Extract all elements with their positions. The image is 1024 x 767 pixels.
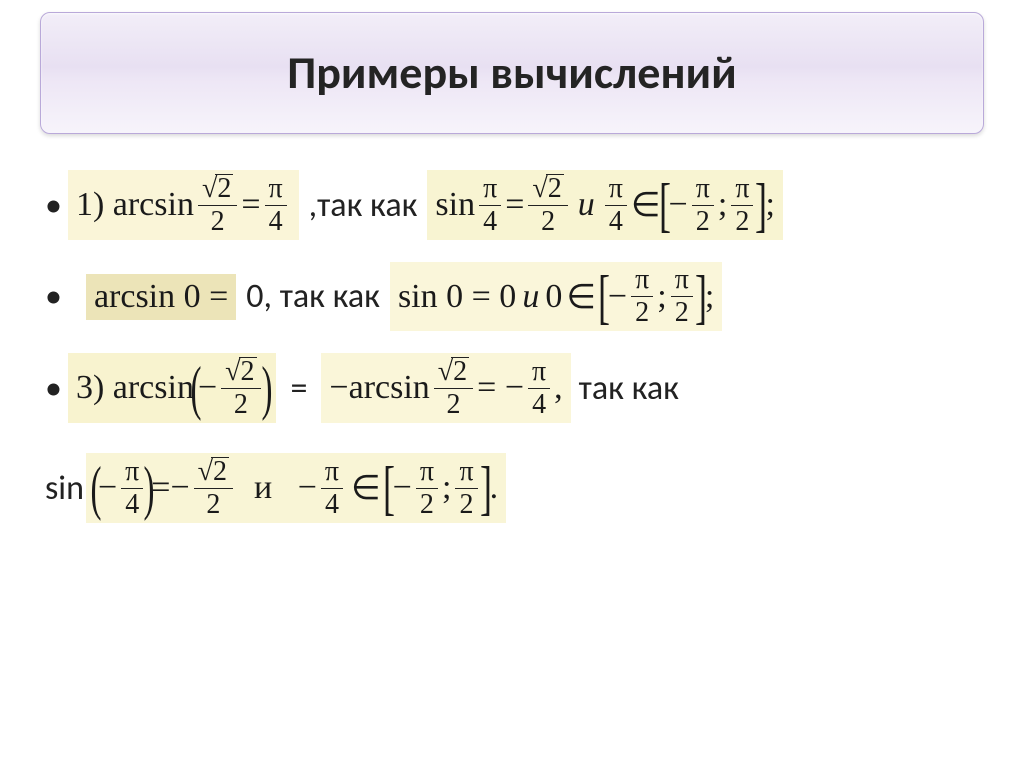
example-3-cont: sin ( − π 4 ) = − 2 2 и − π 4 ∈ — [45, 453, 979, 523]
elem-frac: π 4 — [605, 175, 627, 236]
ex2-res: 0, так как — [246, 276, 380, 317]
lbracket: [ — [659, 187, 671, 223]
sqrt2b: 2 — [546, 174, 564, 203]
lbracket4: [ — [383, 470, 395, 506]
lparen4: ( — [90, 470, 101, 506]
ex1-fn: arcsin — [113, 186, 194, 224]
bullet-icon: • — [45, 368, 62, 409]
r2r-bot: 2 — [671, 297, 693, 327]
range4-r: π 2 — [455, 458, 477, 519]
sqrt3b: 2 — [451, 357, 469, 386]
ex1-number: 1) — [76, 186, 104, 224]
four5: 4 — [121, 489, 143, 519]
and-1: и — [578, 186, 595, 224]
in-sym-1: ∈ — [631, 185, 661, 225]
ex1-rhs: sin π 4 = 2 2 и π 4 ∈ [ − π — [427, 170, 783, 240]
ex1-lhs: 1) arcsin 2 2 = π 4 — [68, 170, 299, 240]
and-2: и — [522, 278, 539, 316]
lbracket2: [ — [598, 279, 610, 315]
ex3-fn: arcsin — [113, 369, 194, 407]
four3: 4 — [605, 206, 627, 236]
title-container: Примеры вычислений — [40, 12, 984, 134]
ex3-rhs: −arcsin 2 2 = − π 4 , — [321, 353, 570, 423]
sin-label: sin — [435, 186, 475, 224]
ex3-arg: 2 2 — [221, 357, 260, 419]
sin-arg: π 4 — [479, 175, 501, 236]
in-sym-2: ∈ — [566, 277, 596, 317]
sin0: sin 0 = 0 — [398, 278, 516, 316]
r2r-top: π — [671, 266, 693, 297]
ex1-connector: ,так как — [309, 185, 418, 226]
pi: π — [265, 175, 287, 206]
den3b: 2 — [442, 389, 464, 419]
bullet-icon: • — [45, 185, 62, 226]
r2l-top: π — [631, 266, 653, 297]
in-sym-4: ∈ — [351, 468, 381, 508]
range4-l: π 2 — [416, 458, 438, 519]
zero: 0 — [545, 278, 562, 316]
slide-root: Примеры вычислений • 1) arcsin 2 2 = π 4… — [0, 0, 1024, 767]
ex2-rhs: sin 0 = 0 и 0 ∈ [ − π 2 ; π 2 ] ; — [390, 262, 722, 331]
rparen3: ) — [261, 370, 272, 406]
pi2: π — [479, 175, 501, 206]
r4l-bot: 2 — [416, 489, 438, 519]
den4: 2 — [202, 489, 224, 519]
ex4-res: 2 2 — [194, 457, 233, 519]
equals: = — [241, 186, 260, 224]
four2: 4 — [479, 206, 501, 236]
den2b: 2 — [537, 206, 559, 236]
range-l: π 2 — [692, 175, 714, 236]
rr-bot: 2 — [731, 206, 753, 236]
example-1: • 1) arcsin 2 2 = π 4 ,так как sin π — [45, 170, 979, 240]
range2-r: π 2 — [671, 266, 693, 327]
example-2: • arcsin 0 = 0, так как sin 0 = 0 и 0 ∈ … — [45, 262, 979, 331]
rbracket4: ] — [480, 470, 492, 506]
ex4-elem: π 4 — [321, 458, 343, 519]
rl-top: π — [692, 175, 714, 206]
ex4-arg: π 4 — [121, 458, 143, 519]
ex3-number: 3) — [76, 369, 104, 407]
sqrt3: 2 — [239, 357, 257, 386]
content-area: • 1) arcsin 2 2 = π 4 ,так как sin π — [45, 170, 979, 545]
pi3: π — [605, 175, 627, 206]
rparen4: ) — [144, 470, 155, 506]
pi6: π — [321, 458, 343, 489]
ex3-eq: = — [290, 368, 307, 409]
four4: 4 — [528, 389, 550, 419]
sqrt4: 2 — [211, 457, 229, 486]
ex1-result: π 4 — [265, 175, 287, 236]
and-4: и — [254, 469, 272, 507]
den3: 2 — [230, 389, 252, 419]
ex3-neg-arg: 2 2 — [434, 357, 473, 419]
four: 4 — [265, 206, 287, 236]
r4r-top: π — [455, 458, 477, 489]
ex2-lhs: arcsin 0 = — [86, 274, 236, 320]
sin-text: sin — [45, 468, 84, 509]
r4r-bot: 2 — [456, 489, 478, 519]
ex3-connector: так как — [579, 368, 679, 409]
pi5: π — [121, 458, 143, 489]
rl-bot: 2 — [692, 206, 714, 236]
ex3-result: π 4 — [528, 358, 550, 419]
r2l-bot: 2 — [631, 297, 653, 327]
range2-l: π 2 — [631, 266, 653, 327]
ex4-expr: ( − π 4 ) = − 2 2 и − π 4 ∈ [ − — [86, 453, 506, 523]
sin-res: 2 2 — [528, 174, 567, 236]
rbracket: ] — [755, 187, 767, 223]
four6: 4 — [321, 489, 343, 519]
r4l-top: π — [416, 458, 438, 489]
example-3: • 3) arcsin ( − 2 2 ) = −arcsin 2 2 = − — [45, 353, 979, 423]
range-r: π 2 — [731, 175, 753, 236]
ex1-arg-frac: 2 2 — [198, 174, 237, 236]
bullet-icon: • — [45, 276, 62, 317]
pi4: π — [528, 358, 550, 389]
rbracket2: ] — [695, 279, 707, 315]
slide-title: Примеры вычислений — [287, 45, 737, 101]
den-2: 2 — [207, 206, 229, 236]
ex3-lhs: 3) arcsin ( − 2 2 ) — [68, 353, 277, 423]
neg-arcsin: arcsin — [349, 369, 430, 407]
rr-top: π — [731, 175, 753, 206]
sqrt-2: 2 — [215, 174, 233, 203]
lparen3: ( — [190, 370, 201, 406]
